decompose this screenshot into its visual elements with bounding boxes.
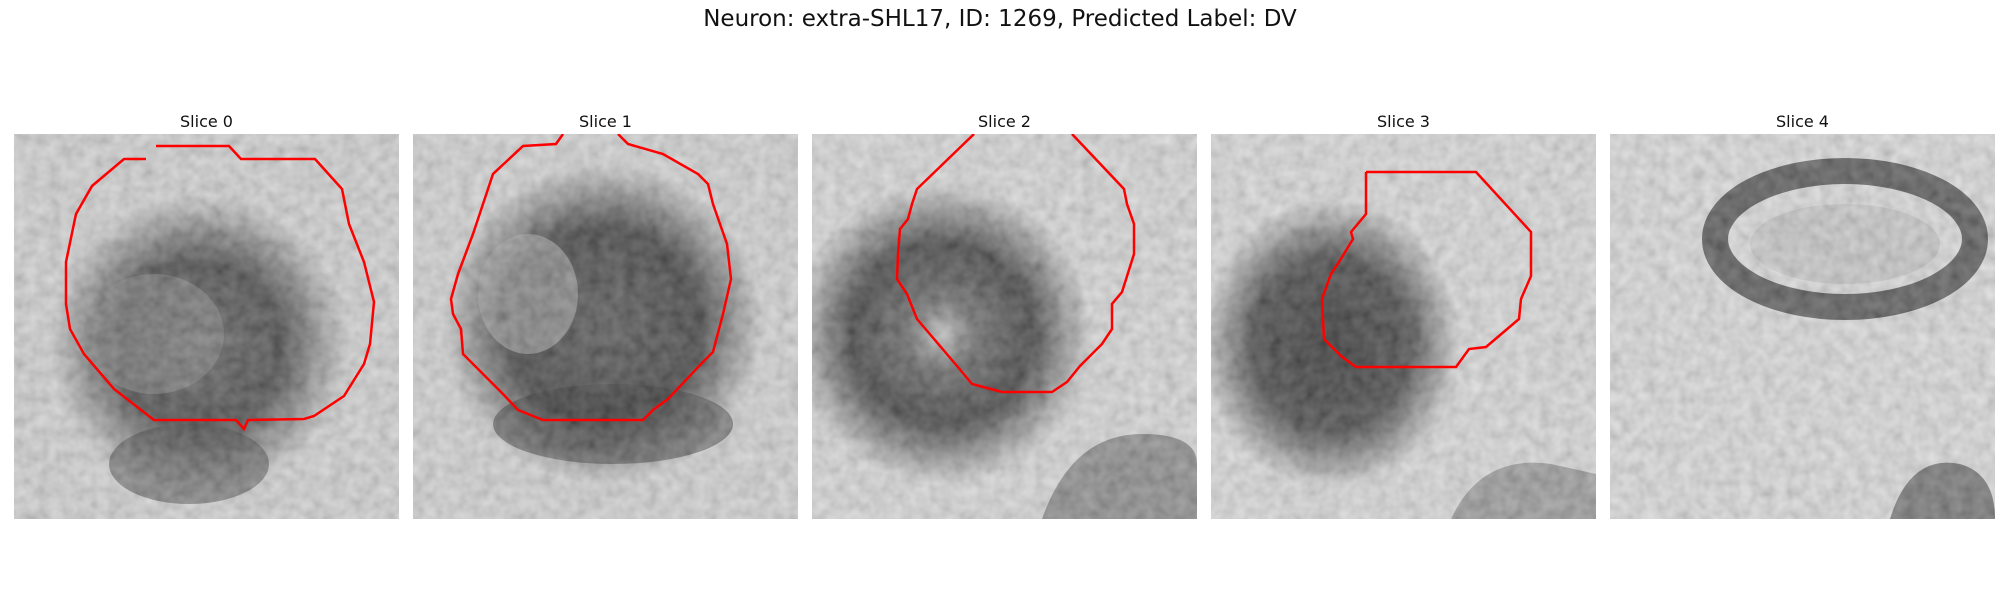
contour-0	[64, 144, 376, 432]
slice-title-3: Slice 3	[1377, 112, 1430, 131]
slice-panel-1: Slice 1	[413, 110, 798, 519]
slice-image-0	[14, 134, 399, 519]
figure-title: Neuron: extra-SHL17, ID: 1269, Predicted…	[703, 6, 1297, 32]
slice-title-1: Slice 1	[579, 112, 632, 131]
contour-2	[895, 134, 1136, 394]
slice-image-4	[1610, 134, 1995, 519]
slice-title-0: Slice 0	[180, 112, 233, 131]
slice-title-2: Slice 2	[978, 112, 1031, 131]
contour-3	[1320, 170, 1533, 369]
slice-panel-3: Slice 3	[1211, 110, 1596, 519]
slice-panel-2: Slice 2	[812, 110, 1197, 519]
slice-panel-0: Slice 0	[14, 110, 399, 519]
slice-title-4: Slice 4	[1776, 112, 1829, 131]
slice-image-2	[812, 134, 1197, 519]
slice-image-1	[413, 134, 798, 519]
slice-image-3	[1211, 134, 1596, 519]
slice-panel-4: Slice 4	[1610, 110, 1995, 519]
contour-1a	[449, 134, 733, 422]
